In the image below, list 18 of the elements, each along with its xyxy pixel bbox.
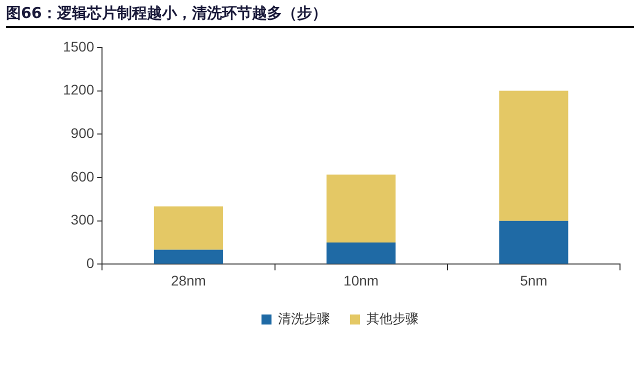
bar	[326, 174, 396, 243]
chart-title: 图66：逻辑芯片制程越小，清洗环节越多（步）	[6, 4, 634, 28]
legend-label: 其他步骤	[366, 312, 418, 327]
y-tick-label: 300	[70, 212, 94, 228]
y-tick-label: 1500	[62, 38, 94, 54]
x-tick-label: 28nm	[170, 272, 206, 288]
bar	[326, 242, 396, 264]
legend-label: 清洗步骤	[278, 312, 330, 327]
y-tick-label: 0	[86, 255, 94, 272]
bar	[499, 90, 568, 221]
y-tick-label: 600	[70, 168, 94, 184]
x-tick-label: 5nm	[520, 272, 548, 288]
y-tick-label: 1200	[62, 82, 94, 98]
bar	[499, 220, 568, 264]
x-tick-label: 10nm	[344, 272, 379, 288]
y-tick-label: 900	[70, 124, 94, 141]
bar	[154, 250, 223, 264]
bar	[154, 206, 223, 250]
